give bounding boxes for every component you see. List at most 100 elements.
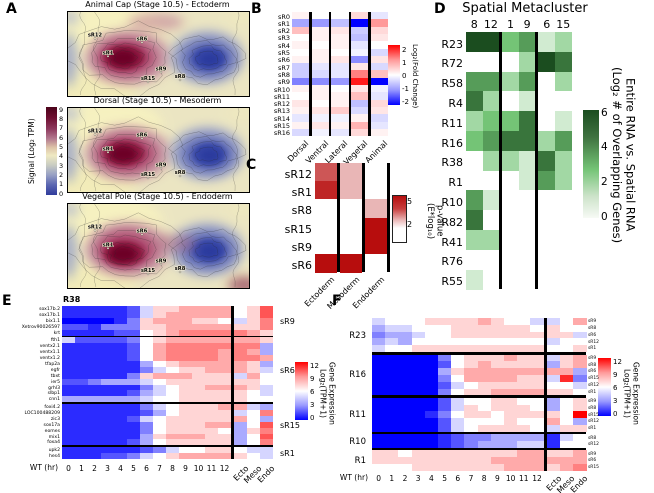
- group-label: sR1: [280, 449, 295, 458]
- heatmap-cell: [166, 427, 180, 434]
- heatmap-cell: [438, 318, 452, 326]
- heatmap-cell: [247, 427, 261, 434]
- heatmap-cell: [140, 453, 154, 460]
- heatmap-cell: [88, 439, 102, 446]
- heatmap-cell: [140, 421, 154, 428]
- heatmap-cell: [260, 355, 274, 362]
- row-label: sR2: [277, 27, 290, 36]
- heatmap-cell: [411, 368, 426, 376]
- heatmap-cell: [546, 450, 561, 458]
- heatmap-cell: [424, 450, 439, 458]
- heatmap-cell: [502, 170, 520, 191]
- colorbar: [46, 107, 57, 195]
- heatmap-cell: [504, 425, 518, 433]
- heatmap-cell: [179, 421, 193, 428]
- heatmap-cell: [559, 381, 574, 389]
- heatmap-cell: [88, 421, 102, 428]
- heatmap-cell: [477, 450, 492, 458]
- col-header: 9: [523, 18, 531, 31]
- heatmap-cell: [502, 51, 520, 72]
- heatmap-cell: [140, 372, 154, 379]
- heatmap-cell: [153, 390, 167, 397]
- heatmap-cell: [114, 355, 128, 362]
- heatmap-cell: [292, 77, 310, 86]
- heatmap-cell: [573, 368, 587, 376]
- heatmap-cell: [331, 33, 349, 42]
- panel-a-label: A: [6, 1, 17, 17]
- heatmap-cell: [260, 427, 274, 434]
- heatmap-cell: [438, 354, 452, 362]
- heatmap-cell: [218, 390, 232, 397]
- heatmap-cell: [179, 390, 193, 397]
- plot-title-ectoderm: Animal Cap (Stage 10.5) - Ectoderm: [85, 0, 230, 9]
- heatmap-cell: [466, 32, 483, 53]
- heatmap-cell: [101, 329, 115, 336]
- heatmap-cell: [166, 384, 180, 391]
- heatmap-cell: [411, 450, 426, 458]
- heatmap-cell: [398, 418, 412, 426]
- heatmap-cell: [370, 92, 389, 100]
- heatmap-cell: [490, 450, 505, 458]
- heatmap-cell: [351, 55, 369, 64]
- heatmap-cell: [464, 397, 478, 405]
- heatmap-cell: [424, 464, 439, 472]
- heatmap-cell: [218, 329, 232, 336]
- heatmap-cell: [538, 190, 556, 211]
- heatmap-cell: [546, 345, 561, 353]
- heatmap-cell: [62, 337, 76, 344]
- heatmap-cell: [75, 396, 89, 403]
- heatmap-cell: [205, 447, 219, 454]
- heatmap-cell: [477, 331, 492, 339]
- heatmap-cell: [260, 396, 274, 403]
- heatmap-cell: [411, 397, 426, 405]
- heatmap-cell: [62, 366, 76, 374]
- panel-b-label: B: [251, 1, 262, 17]
- heatmap-cell: [538, 91, 556, 112]
- heatmap-cell: [234, 439, 248, 446]
- heatmap-cell: [351, 41, 369, 49]
- heatmap-cell: [546, 457, 561, 465]
- row-label: sR10: [273, 85, 290, 94]
- heatmap-cell: [340, 181, 363, 200]
- row-label: R1: [448, 176, 463, 190]
- heatmap-cell: [292, 41, 310, 49]
- heatmap-cell: [573, 411, 587, 419]
- heatmap-cell: [88, 323, 102, 330]
- x-tick-label: 1: [79, 464, 84, 473]
- heatmap-cell: [234, 306, 248, 313]
- heatmap-cell: [517, 464, 531, 472]
- heatmap-cell: [482, 170, 500, 191]
- heatmap-cell: [559, 441, 574, 449]
- colorbar-tick-label: 0: [310, 413, 315, 422]
- row-label: sR0: [277, 12, 290, 21]
- heatmap-cell: [385, 381, 399, 389]
- heatmap-cell: [482, 150, 500, 171]
- heatmap-cell: [490, 457, 505, 465]
- column-separator: [535, 32, 539, 290]
- heatmap-cell: [340, 254, 363, 273]
- heatmap-cell: [482, 51, 500, 72]
- heatmap-cell: [504, 411, 518, 419]
- heatmap-cell: [573, 388, 587, 396]
- heatmap-cell: [424, 434, 439, 442]
- heatmap-cell: [466, 249, 483, 270]
- heatmap-cell: [153, 329, 167, 336]
- heatmap-cell: [62, 323, 76, 330]
- heatmap-cell: [466, 111, 483, 132]
- heatmap-cell: [365, 217, 388, 237]
- heatmap-cell: [260, 337, 274, 344]
- heatmap-cell: [504, 441, 518, 449]
- heatmap-cell: [311, 12, 330, 20]
- row-label: R41: [441, 235, 463, 249]
- heatmap-cell: [502, 91, 520, 112]
- heatmap-cell: [331, 19, 349, 27]
- heatmap-cell: [385, 457, 399, 465]
- heatmap-cell: [218, 317, 232, 325]
- heatmap-cell: [365, 254, 388, 273]
- heatmap-cell: [179, 372, 193, 379]
- heatmap-cell: [573, 354, 587, 362]
- heatmap-cell: [75, 439, 89, 446]
- heatmap-cell: [218, 349, 232, 356]
- heatmap-cell: [477, 457, 492, 465]
- heatmap-cell: [88, 427, 102, 434]
